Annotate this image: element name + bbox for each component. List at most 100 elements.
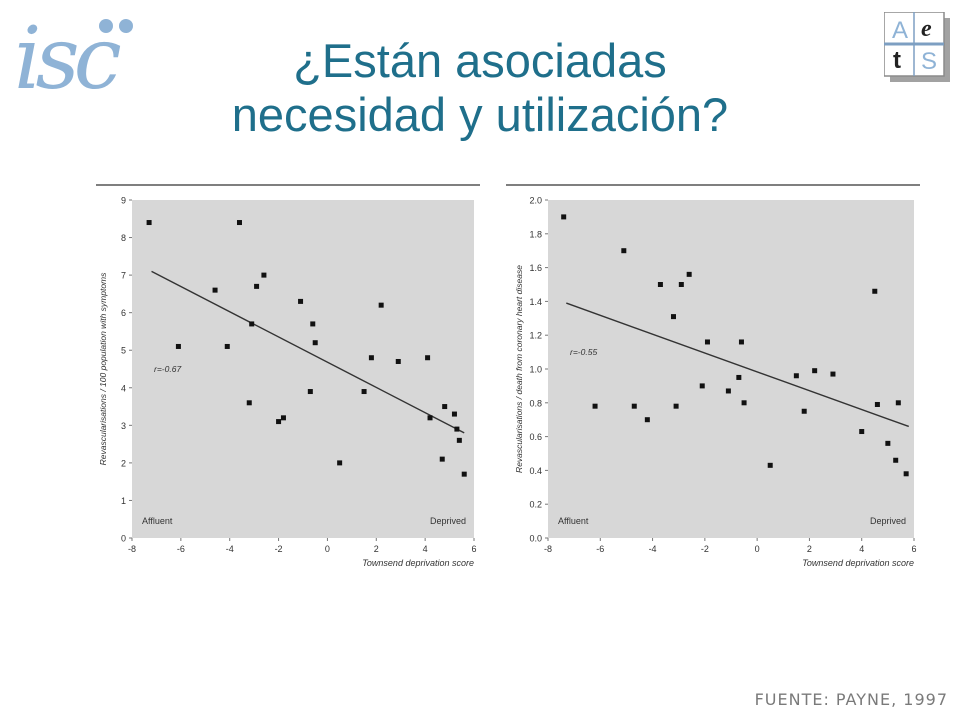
data-point (874, 401, 880, 407)
data-point (670, 314, 676, 320)
y-tick-label: 3 (121, 421, 126, 431)
data-point (812, 368, 818, 374)
data-point (592, 403, 598, 409)
x-tick-label: 4 (859, 544, 864, 554)
data-point (736, 374, 742, 380)
x-tick-label: 4 (423, 544, 428, 554)
data-point (678, 282, 684, 287)
y-tick-label: 1.0 (529, 365, 542, 375)
page-title: ¿Están asociadas necesidad y utilización… (160, 34, 800, 142)
data-point (725, 388, 731, 394)
y-tick-label: 8 (121, 233, 126, 243)
data-point (461, 471, 467, 477)
x-tick-label: -4 (649, 544, 657, 554)
data-point (657, 282, 663, 287)
y-tick-label: 1 (121, 496, 126, 506)
y-tick-label: 1.2 (529, 331, 542, 341)
plot-area (548, 200, 914, 538)
y-tick-label: 2.0 (529, 196, 542, 206)
data-point (368, 355, 374, 361)
x-tick-label: 0 (325, 544, 330, 554)
data-point (224, 343, 230, 349)
y-tick-label: 2 (121, 458, 126, 468)
data-point (175, 343, 181, 349)
data-point (310, 321, 316, 327)
data-point (631, 403, 637, 409)
aets-logo: A e t S (883, 11, 950, 82)
data-point (249, 321, 255, 327)
data-point (895, 400, 901, 406)
y-tick-label: 0.8 (529, 398, 542, 408)
data-point (893, 457, 899, 463)
x-tick-label: -6 (177, 544, 185, 554)
trend-line (151, 270, 465, 434)
page-title-line1: ¿Están asociadas (293, 34, 667, 87)
corner-label-affluent: Affluent (558, 516, 589, 526)
data-point (425, 355, 431, 361)
data-point (644, 417, 650, 423)
data-point (704, 339, 710, 345)
data-point (276, 419, 282, 425)
data-point (561, 214, 567, 220)
data-point (801, 408, 807, 414)
data-point (261, 272, 267, 278)
isc-logo-dot (99, 19, 113, 33)
data-point (146, 220, 152, 226)
x-tick-label: -6 (596, 544, 604, 554)
data-point (246, 400, 252, 406)
chart-left: 0 1 2 3 4 5 6 7 8 9 -8 -6 -4 -2 0 2 4 6 Townsend deprivati… (92, 176, 484, 576)
y-tick-label: 0.4 (529, 466, 542, 476)
x-tick-label: 2 (807, 544, 812, 554)
data-point (903, 471, 909, 477)
y-tick-label: 0.6 (529, 432, 542, 442)
aets-letter-e: e (921, 16, 932, 42)
y-tick-label: 5 (121, 346, 126, 356)
plot-area (132, 200, 474, 538)
data-point (830, 371, 836, 377)
scatter-chart-right: 0.0 0.2 0.4 0.6 0.8 1.0 1.2 1.4 1.6 1.8 2.0 -8 -6 -4 -… (506, 184, 920, 568)
data-point (298, 298, 304, 304)
y-tick-label: 4 (121, 383, 126, 393)
y-tick-label: 0.0 (529, 534, 542, 544)
aets-letter-a: A (892, 17, 908, 44)
y-axis-label: Revascularisations / death from coronary… (514, 265, 524, 473)
x-tick-label: 6 (471, 544, 476, 554)
data-point (454, 426, 460, 432)
data-point (456, 437, 462, 443)
data-point (741, 400, 747, 406)
data-point (361, 389, 367, 395)
y-tick-label: 1.6 (529, 263, 542, 273)
x-axis-label: Townsend deprivation score (802, 558, 914, 568)
correlation-annotation: r=-0.67 (154, 364, 181, 374)
x-tick-label: -8 (544, 544, 552, 554)
data-point (254, 283, 260, 289)
data-point (673, 403, 679, 409)
data-point (872, 288, 878, 294)
data-point (312, 340, 318, 346)
data-point (859, 429, 865, 435)
data-point (280, 415, 286, 421)
trend-line (566, 302, 910, 428)
x-tick-label: -2 (701, 544, 709, 554)
data-point (793, 373, 799, 379)
data-point (427, 415, 433, 421)
scatter-chart-left: 0 1 2 3 4 5 6 7 8 9 -8 -6 -4 -2 0 2 4 6 Townsend deprivati… (96, 184, 480, 568)
data-point (439, 456, 445, 462)
x-tick-label: -8 (128, 544, 136, 554)
aets-letter-t: t (893, 47, 901, 74)
y-tick-label: 1.8 (529, 229, 542, 239)
y-tick-label: 1.4 (529, 297, 542, 307)
page-title-line2: necesidad y utilización? (231, 88, 729, 141)
data-point (442, 404, 448, 410)
data-point (337, 460, 343, 466)
data-point (699, 383, 705, 389)
y-tick-label: 0 (121, 534, 126, 544)
data-point (686, 271, 692, 277)
isc-logo-dot (119, 19, 133, 33)
data-point (378, 302, 384, 308)
correlation-annotation: r=-0.55 (570, 347, 597, 357)
x-tick-label: -4 (226, 544, 234, 554)
data-point (621, 248, 627, 254)
x-tick-label: 0 (755, 544, 760, 554)
x-tick-label: -2 (275, 544, 283, 554)
